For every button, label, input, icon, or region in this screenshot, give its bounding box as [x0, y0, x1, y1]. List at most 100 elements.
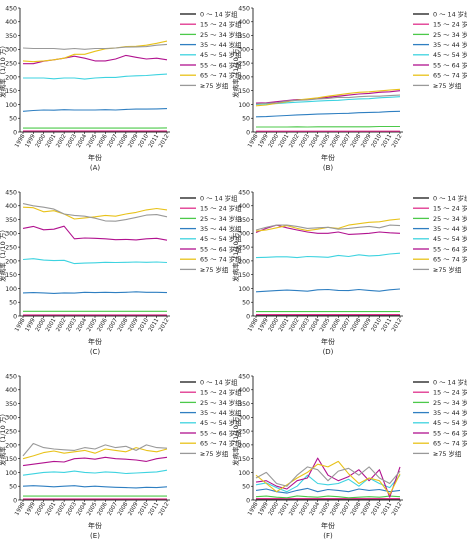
legend-label: 65 ～ 74 岁组: [433, 71, 467, 80]
y-tick-label: 0: [13, 313, 17, 320]
series-line-55-64: [23, 54, 168, 65]
legend-label: ≥75 岁组: [433, 265, 462, 274]
y-tick-label: 400: [238, 387, 250, 394]
legend-label: 25 ～ 34 岁组: [433, 214, 467, 223]
legend-label: 25 ～ 34 岁组: [433, 30, 467, 39]
y-tick-label: 300: [5, 47, 17, 54]
series-line-45-54: [22, 469, 168, 476]
y-tick-label: 300: [5, 415, 17, 422]
legend-label: 0 ～ 14 岁组: [200, 377, 238, 386]
series-line-65-74: [22, 40, 168, 63]
series-line-75-plus: [22, 442, 168, 457]
y-tick-label: 0: [13, 497, 17, 504]
y-tick-label: 100: [5, 470, 17, 477]
series-line-55-64: [255, 90, 401, 104]
x-axis-label: 年份: [88, 153, 102, 162]
legend-label: 45 ～ 54 岁组: [200, 50, 242, 59]
y-tick-label: 50: [9, 484, 17, 491]
legend-label: 15 ～ 24 岁组: [200, 20, 242, 29]
legend-label: 25 ～ 34 岁组: [200, 398, 242, 407]
y-axis-label: 发病率（1/10 万）: [231, 226, 240, 282]
y-tick-label: 250: [5, 245, 17, 252]
y-tick-label: 400: [238, 203, 250, 210]
legend-label: 15 ～ 24 岁组: [200, 388, 242, 397]
y-tick-label: 0: [246, 129, 250, 136]
y-tick-label: 300: [238, 231, 250, 238]
series-line-55-64: [255, 224, 401, 235]
y-tick-label: 0: [246, 497, 250, 504]
legend-label: 15 ～ 24 岁组: [433, 388, 467, 397]
x-tick-label: 2012: [158, 134, 170, 149]
legend-label: 0 ～ 14 岁组: [433, 9, 467, 18]
y-tick-label: 100: [5, 286, 17, 293]
legend-label: 45 ～ 54 岁组: [433, 50, 467, 59]
legend-label: 55 ～ 64 岁组: [200, 244, 242, 253]
y-tick-label: 50: [9, 116, 17, 123]
series-line-25-34: [256, 125, 400, 128]
legend-label: 35 ～ 44 岁组: [433, 408, 467, 417]
y-axis-label: 发病率（1/10 万）: [0, 226, 7, 282]
y-tick-label: 250: [238, 61, 250, 68]
y-tick-label: 0: [13, 129, 17, 136]
series-line-35-44: [255, 110, 401, 118]
y-tick-label: 100: [5, 102, 17, 109]
series-line-65-74: [22, 206, 168, 220]
legend-label: 25 ～ 34 岁组: [200, 30, 242, 39]
legend-label: ≥75 岁组: [433, 449, 462, 458]
legend-label: 65 ～ 74 岁组: [200, 71, 242, 80]
y-tick-label: 450: [238, 5, 250, 12]
legend-label: 15 ～ 24 岁组: [200, 204, 242, 213]
series-line-55-64: [22, 456, 168, 467]
y-tick-label: 350: [238, 217, 250, 224]
panel-caption: (B): [323, 164, 334, 172]
series-line-45-54: [255, 252, 401, 259]
y-tick-label: 150: [5, 88, 17, 95]
x-tick-label: 2012: [391, 134, 403, 149]
y-tick-label: 250: [5, 61, 17, 68]
legend-label: 15 ～ 24 岁组: [433, 20, 467, 29]
y-tick-label: 400: [238, 19, 250, 26]
y-axis-label: 发病率（1/10 万）: [231, 410, 240, 466]
panel-caption: (D): [323, 348, 334, 356]
legend-label: 55 ～ 64 岁组: [433, 428, 467, 437]
legend-label: 55 ～ 64 岁组: [433, 244, 467, 253]
legend-label: 55 ～ 64 岁组: [200, 60, 242, 69]
x-tick-label: 2012: [158, 502, 170, 517]
y-tick-label: 50: [242, 300, 250, 307]
panel-caption: (E): [90, 532, 100, 540]
legend-label: ≥75 岁组: [200, 449, 229, 458]
x-axis-label: 年份: [88, 337, 102, 346]
y-tick-label: 50: [9, 300, 17, 307]
x-axis-label: 年份: [321, 521, 335, 530]
x-axis-label: 年份: [321, 337, 335, 346]
legend-label: 0 ～ 14 岁组: [433, 193, 467, 202]
y-tick-label: 350: [5, 401, 17, 408]
legend-label: 0 ～ 14 岁组: [200, 9, 238, 18]
panel-caption: (C): [90, 348, 101, 356]
legend-label: 45 ～ 54 岁组: [200, 418, 242, 427]
panel-caption: (A): [90, 164, 101, 172]
y-tick-label: 100: [238, 102, 250, 109]
y-tick-label: 200: [238, 258, 250, 265]
y-tick-label: 50: [242, 484, 250, 491]
y-tick-label: 300: [238, 415, 250, 422]
x-tick-label: 2012: [391, 318, 403, 333]
y-tick-label: 100: [238, 286, 250, 293]
y-tick-label: 0: [246, 313, 250, 320]
series-line-75-plus: [22, 203, 168, 222]
series-line-35-44: [22, 108, 168, 112]
y-axis-label: 发病率（1/10 万）: [231, 42, 240, 98]
y-tick-label: 350: [238, 33, 250, 40]
series-line-75-plus: [255, 466, 401, 487]
legend-label: 65 ～ 74 岁组: [433, 439, 467, 448]
y-tick-label: 200: [238, 442, 250, 449]
y-tick-label: 200: [5, 258, 17, 265]
y-tick-label: 200: [5, 74, 17, 81]
legend-label: 25 ～ 34 岁组: [200, 214, 242, 223]
y-tick-label: 150: [238, 456, 250, 463]
y-axis-label: 发病率（1/10 万）: [0, 410, 7, 466]
